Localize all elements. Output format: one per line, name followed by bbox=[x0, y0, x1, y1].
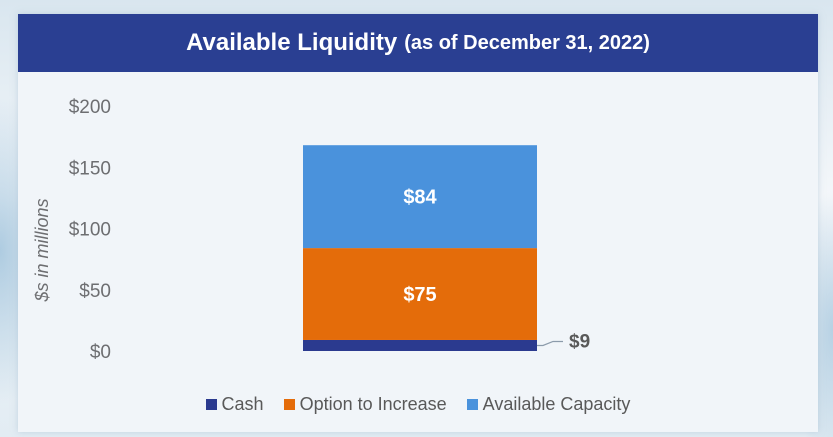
legend-label: Available Capacity bbox=[482, 394, 631, 414]
legend-label: Cash bbox=[221, 394, 264, 414]
legend-item: Available Capacity bbox=[466, 394, 631, 415]
bar-segment-cash bbox=[303, 339, 537, 351]
chart-subtitle: (as of December 31, 2022) bbox=[404, 31, 650, 54]
bar-value-label: $84 bbox=[403, 187, 437, 209]
y-tick-label: $0 bbox=[90, 342, 111, 363]
legend-swatch bbox=[466, 399, 478, 410]
chart-legend: Cash Option to Increase Available Capacity bbox=[18, 394, 818, 415]
bar-value-labels: $9 $75 $84 bbox=[403, 187, 590, 353]
bar-segment-available-capacity bbox=[303, 145, 537, 249]
y-tick-label: $200 bbox=[69, 97, 111, 118]
legend-item: Option to Increase bbox=[283, 394, 447, 415]
y-tick-label: $100 bbox=[69, 220, 111, 241]
y-axis-ticks: $0 $50 $100 $150 $200 bbox=[69, 97, 111, 363]
bar-chart: $0 $50 $100 $150 $200 $s in millions $9 $75 $8… bbox=[32, 97, 590, 363]
legend-label: Option to Increase bbox=[299, 394, 447, 414]
y-axis-label: $s in millions bbox=[32, 198, 52, 302]
bar-value-label: $9 bbox=[569, 331, 590, 352]
chart-panel: Available Liquidity (as of December 31, … bbox=[18, 14, 818, 432]
chart-title: Available Liquidity bbox=[186, 29, 398, 56]
legend-swatch bbox=[205, 399, 217, 410]
callout-leader-line bbox=[537, 340, 563, 347]
title-bar: Available Liquidity (as of December 31, … bbox=[18, 14, 818, 72]
bar-value-label: $75 bbox=[403, 284, 436, 306]
y-tick-label: $50 bbox=[79, 281, 111, 302]
bar-stack bbox=[303, 145, 537, 351]
legend-swatch bbox=[283, 399, 295, 410]
bar-segment-option-to-increase bbox=[303, 248, 537, 340]
legend-item: Cash bbox=[205, 394, 264, 415]
y-tick-label: $150 bbox=[69, 158, 111, 179]
